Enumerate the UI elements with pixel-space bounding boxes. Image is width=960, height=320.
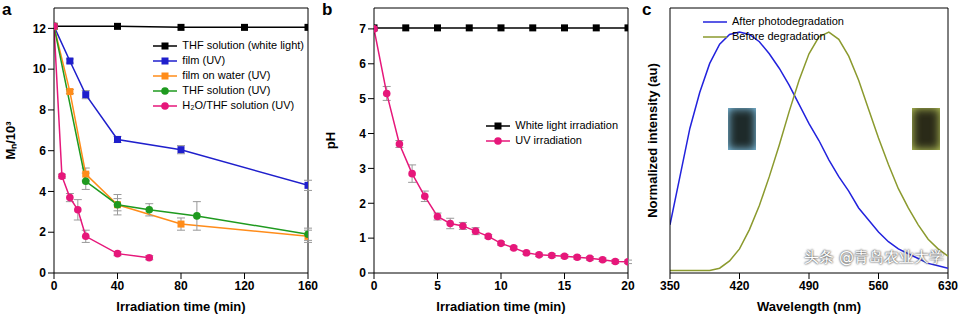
svg-text:5: 5: [434, 279, 441, 293]
svg-text:Normalized intensity (au): Normalized intensity (au): [645, 63, 660, 218]
svg-text:10: 10: [494, 279, 508, 293]
svg-text:6: 6: [39, 144, 46, 158]
svg-text:5: 5: [359, 92, 366, 106]
svg-text:40: 40: [111, 279, 125, 293]
svg-text:4: 4: [39, 185, 46, 199]
svg-text:2: 2: [39, 225, 46, 239]
svg-text:Irradiation time (min): Irradiation time (min): [116, 299, 245, 314]
svg-text:pH: pH: [323, 132, 338, 149]
svg-text:7: 7: [359, 22, 366, 36]
html-text:a: a: [2, 0, 12, 19]
svg-text:Mₙ/10³: Mₙ/10³: [8, 121, 18, 160]
svg-text:20: 20: [621, 279, 635, 293]
html-text:Before degradation: Before degradation: [732, 30, 826, 42]
svg-text:0: 0: [39, 266, 46, 280]
html-text:b: b: [322, 0, 333, 19]
svg-text:0: 0: [359, 266, 366, 280]
svg-text:12: 12: [33, 22, 47, 36]
svg-text:0: 0: [51, 279, 58, 293]
svg-text:80: 80: [174, 279, 188, 293]
html-text:After photodegradation: After photodegradation: [732, 15, 844, 27]
svg-text:350: 350: [660, 279, 680, 293]
svg-text:3: 3: [359, 162, 366, 176]
svg-text:2: 2: [359, 197, 366, 211]
svg-text:420: 420: [729, 279, 749, 293]
html-text:c: c: [642, 0, 652, 19]
html-text:THF solution (UV): THF solution (UV): [182, 84, 271, 96]
html-text:film on water (UV): film on water (UV): [182, 69, 271, 81]
svg-text:1: 1: [359, 231, 366, 245]
html-text:THF solution (white light): THF solution (white light): [182, 39, 304, 51]
svg-text:6: 6: [359, 57, 366, 71]
html-text:H₂O/THF solution (UV): H₂O/THF solution (UV): [182, 99, 295, 111]
svg-text:4: 4: [359, 127, 366, 141]
svg-text:490: 490: [799, 279, 819, 293]
html-text:White light irradiation: White light irradiation: [515, 119, 618, 131]
svg-text:160: 160: [298, 279, 318, 293]
svg-text:Wavelength (nm): Wavelength (nm): [757, 299, 861, 314]
svg-text:Irradiation time (min): Irradiation time (min): [436, 299, 565, 314]
svg-text:0: 0: [371, 279, 378, 293]
svg-text:560: 560: [868, 279, 888, 293]
html-text:头条 @青岛农业大学: 头条 @青岛农业大学: [804, 248, 944, 266]
svg-text:10: 10: [33, 62, 47, 76]
svg-text:15: 15: [558, 279, 572, 293]
svg-text:8: 8: [39, 103, 46, 117]
svg-text:630: 630: [938, 279, 952, 293]
html-text:film (UV): film (UV): [182, 54, 226, 66]
svg-text:120: 120: [234, 279, 254, 293]
html-text:UV irradiation: UV irradiation: [515, 134, 582, 146]
